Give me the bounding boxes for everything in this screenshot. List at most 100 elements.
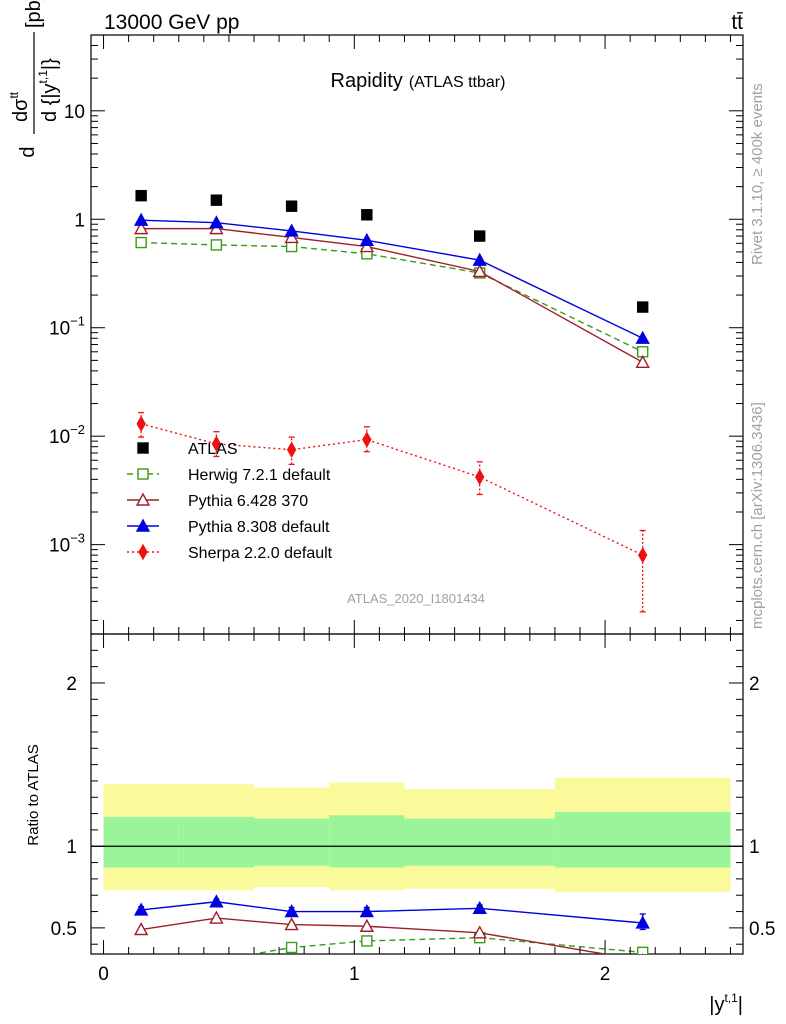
series-pythia6 — [133, 221, 650, 368]
x-tick-label: 2 — [600, 964, 611, 985]
ratio-point — [472, 900, 487, 914]
svg-text:dσtt: dσtt — [7, 91, 32, 122]
ratio-point — [359, 904, 375, 918]
ratio-point — [211, 956, 221, 966]
data-point — [211, 435, 222, 453]
series-line — [141, 241, 643, 353]
data-point — [359, 239, 375, 253]
ratio-y-tick-label-right: 2 — [749, 674, 760, 695]
data-point — [472, 252, 487, 266]
legend-label: Pythia 6.428 370 — [188, 493, 308, 510]
ratio-plot-frame — [90, 633, 744, 955]
ratio-band-inner — [178, 816, 254, 868]
ratio-point — [284, 904, 299, 918]
x-axis-label: |yt,1| — [709, 991, 743, 1016]
ratio-point — [133, 902, 149, 916]
series-data — [135, 189, 649, 313]
data-point — [209, 215, 224, 229]
series-line — [141, 219, 643, 339]
data-point — [133, 212, 149, 226]
svg-text:d {|yt,1|}: d {|yt,1|} — [36, 58, 61, 122]
y-tick-label: 10 — [64, 102, 85, 123]
ratio-band-inner — [254, 818, 330, 866]
legend-entry-pythia6: Pythia 6.428 370 — [127, 492, 308, 510]
plot-title: Rapidity (ATLAS ttbar) — [331, 70, 506, 92]
data-point — [636, 301, 649, 313]
main-y-axis-label: d dσtt d {|yt,1|} [pb] — [7, 0, 61, 158]
ratio-y-tick-label-right: 0.5 — [749, 919, 775, 940]
data-point — [635, 330, 650, 344]
data-point — [284, 229, 299, 244]
analysis-id: ATLAS_2020_I1801434 — [347, 591, 485, 606]
y-tick-base: 10 — [49, 427, 70, 448]
data-point — [473, 230, 486, 242]
series-pythia8 — [133, 212, 650, 344]
ratio-point — [472, 925, 487, 939]
data-point — [635, 354, 650, 368]
data-point — [472, 264, 487, 278]
ratio-series — [133, 894, 650, 974]
ratio-series-pythia6 — [133, 910, 644, 954]
data-point — [362, 431, 372, 448]
y-tick-base: 10 — [64, 102, 85, 123]
ratio-band-inner — [554, 811, 731, 868]
ratio-y-tick-label: 2 — [66, 674, 77, 695]
data-point — [135, 189, 147, 202]
data-point — [361, 209, 373, 221]
legend-marker — [135, 492, 151, 506]
y-tick-label: 10−3 — [49, 531, 85, 557]
y-tick-label: 10−2 — [49, 422, 85, 448]
ratio-point — [284, 917, 299, 931]
legend-entry-sherpa: Sherpa 2.2.0 default — [127, 543, 333, 562]
data-point — [135, 236, 147, 249]
y-tick-exponent: −2 — [70, 422, 85, 437]
y-tick-base: 1 — [74, 210, 85, 231]
data-point — [359, 232, 375, 246]
energy-label: 13000 GeV pp — [104, 11, 239, 34]
data-point — [284, 223, 299, 237]
series-herwig — [135, 236, 649, 358]
data-point — [638, 546, 648, 564]
data-point — [286, 441, 297, 458]
legend-marker — [135, 518, 151, 532]
data-point — [133, 221, 149, 235]
series-line — [141, 227, 644, 363]
svg-text:[pb]: [pb] — [23, 0, 45, 28]
y-tick-base: 10 — [49, 536, 70, 557]
legend: ATLAS Herwig 7.2.1 default Pythia 6.428 37… — [127, 441, 333, 562]
x-tick-label: 1 — [349, 964, 360, 985]
main-series — [133, 189, 650, 613]
ratio-point — [642, 953, 644, 954]
ratio-band-inner — [404, 818, 555, 866]
data-point — [285, 200, 298, 212]
legend-marker — [138, 543, 148, 561]
mcplots-label: mcplots.cern.ch [arXiv:1306.3436] — [749, 402, 766, 629]
ratio-point — [133, 922, 149, 936]
legend-marker — [137, 442, 149, 454]
ratio-line — [141, 917, 609, 954]
svg-text:d: d — [17, 146, 39, 157]
ratio-band-inner — [103, 816, 179, 868]
ratio-point — [209, 910, 224, 924]
x-tick-label: 0 — [98, 964, 109, 985]
ratio-series-herwig — [136, 931, 649, 974]
legend-label: Sherpa 2.2.0 default — [188, 545, 333, 562]
legend-label: ATLAS — [188, 441, 238, 458]
data-point — [475, 468, 485, 486]
legend-entry-pythia8: Pythia 8.308 default — [127, 518, 330, 536]
ratio-point — [636, 946, 649, 954]
y-tick-exponent: −1 — [70, 314, 85, 329]
legend-entry-data: ATLAS — [137, 441, 238, 458]
ratio-line — [249, 936, 643, 954]
plot-title-main: Rapidity — [331, 70, 403, 92]
legend-entry-herwig: Herwig 7.2.1 default — [127, 467, 331, 484]
ratio-point — [136, 964, 146, 974]
ratio-point — [285, 941, 298, 954]
ratio-y-tick-label: 0.5 — [51, 919, 77, 940]
process-label: tt̄ — [731, 11, 743, 34]
ratio-point — [361, 935, 373, 947]
y-tick-label: 10−1 — [49, 314, 85, 340]
legend-label: Herwig 7.2.1 default — [188, 467, 331, 484]
